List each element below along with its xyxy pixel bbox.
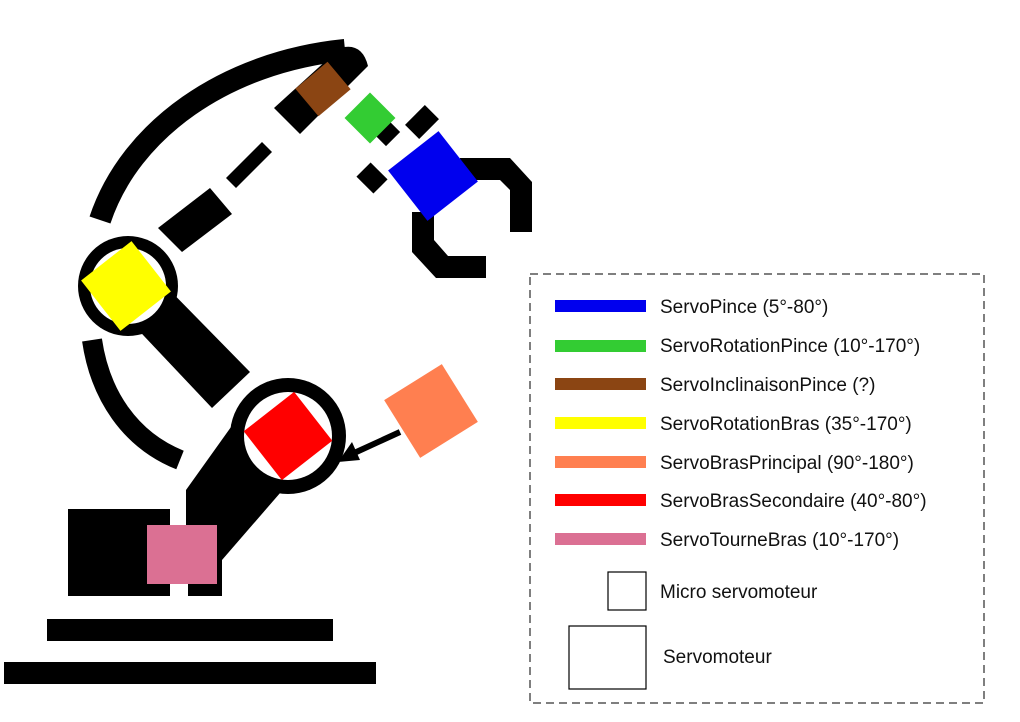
robot-arm-silhouette [4, 39, 532, 684]
legend-swatch-tourne-bras [555, 533, 646, 545]
legend-label-tourne-bras: ServoTourneBras (10°-170°) [660, 530, 899, 551]
legend-swatch-bras-principal [555, 456, 646, 468]
legend-swatch-rotation-bras [555, 417, 646, 429]
legend: ServoPince (5°-80°) ServoRotationPince (… [529, 273, 985, 704]
servo-square [568, 625, 647, 690]
legend-label-rotation-pince: ServoRotationPince (10°-170°) [660, 336, 920, 357]
legend-item: ServoRotationPince (10°-170°) [555, 336, 920, 357]
bras-principal-arrow-head [338, 442, 360, 462]
legend-swatch-rotation-pince [555, 340, 646, 352]
legend-label-inclinaison-pince: ServoInclinaisonPince (?) [660, 375, 875, 396]
bras-principal-arrow-line [350, 429, 402, 457]
legend-item: ServoPince (5°-80°) [555, 297, 828, 318]
legend-border [529, 273, 985, 704]
upper-arm-segment-1 [158, 188, 232, 252]
legend-swatch-bras-secondaire [555, 494, 646, 506]
wrist-block-2 [356, 162, 388, 194]
servo-bras-principal [384, 364, 478, 458]
servo-rotation-bras [81, 241, 171, 331]
legend-label-bras-principal: ServoBrasPrincipal (90°-180°) [660, 453, 914, 474]
outer-cable-arc [89, 39, 347, 224]
wrist-block-3 [405, 105, 439, 139]
base-plate-bottom [4, 662, 376, 684]
gripper-jaw-upper [460, 158, 532, 232]
gripper-jaw-lower [412, 212, 486, 278]
legend-size-key: Micro servomoteur [607, 571, 818, 611]
legend-item: ServoBrasPrincipal (90°-180°) [555, 453, 914, 474]
legend-label-servo: Servomoteur [663, 647, 772, 668]
legend-item: ServoBrasSecondaire (40°-80°) [555, 491, 927, 512]
servo-bras-secondaire [243, 391, 333, 481]
legend-item: ServoInclinaisonPince (?) [555, 375, 875, 396]
upper-arm-segment-2 [226, 142, 272, 188]
legend-swatch-inclinaison-pince [555, 378, 646, 390]
servo-inclinaison-pince [295, 61, 351, 117]
servo-pince [388, 131, 478, 221]
servo-tourne-bras [147, 525, 217, 584]
legend-item: ServoRotationBras (35°-170°) [555, 414, 912, 435]
legend-size-key: Servomoteur [568, 625, 772, 690]
legend-label-rotation-bras: ServoRotationBras (35°-170°) [660, 414, 912, 435]
legend-label-pince: ServoPince (5°-80°) [660, 297, 828, 318]
legend-label-bras-secondaire: ServoBrasSecondaire (40°-80°) [660, 491, 927, 512]
micro-servo-square [607, 571, 647, 611]
legend-swatch-pince [555, 300, 646, 312]
outer-cable-arc-lower [82, 338, 184, 470]
legend-item: ServoTourneBras (10°-170°) [555, 530, 899, 551]
legend-label-micro-servo: Micro servomoteur [660, 582, 818, 603]
base-plate-top [47, 619, 333, 641]
